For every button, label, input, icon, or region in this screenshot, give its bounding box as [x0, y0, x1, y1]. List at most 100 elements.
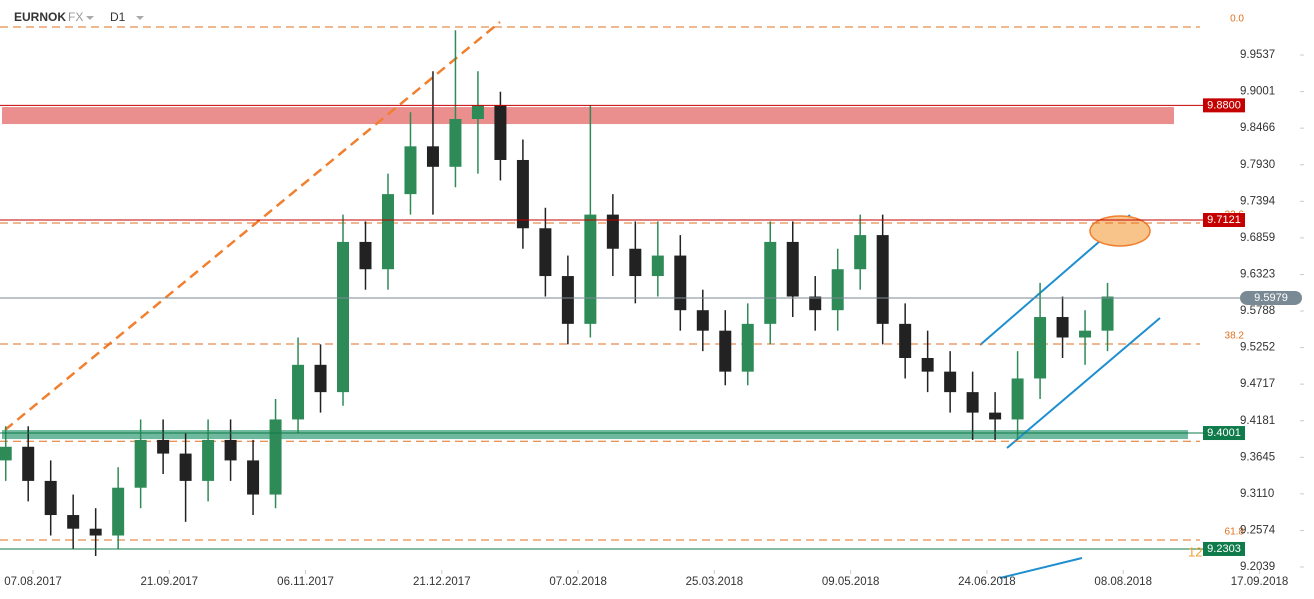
candle-body [831, 269, 844, 311]
candle-body [404, 146, 417, 195]
candle-body [1079, 330, 1092, 338]
y-tick-label: 9.4717 [1240, 378, 1275, 390]
candle-body [516, 159, 529, 229]
candle-body [494, 105, 507, 160]
candle-body [22, 446, 35, 481]
x-tick-label: 25.03.2018 [686, 576, 744, 588]
y-tick-label: 9.7930 [1240, 159, 1275, 171]
price-tag [1203, 212, 1245, 227]
x-tick-label: 06.11.2017 [277, 576, 334, 588]
candle-body [921, 357, 934, 372]
candle-body [449, 119, 462, 167]
candle-body [809, 296, 822, 311]
target-ellipse [1089, 215, 1151, 247]
symbol: EURNOK [14, 10, 66, 24]
y-tick-label: 9.9537 [1240, 49, 1275, 61]
market[interactable]: FX [68, 10, 83, 24]
candle-body [1101, 296, 1114, 331]
candle-body [247, 460, 260, 495]
x-tick-label: 08.08.2018 [1094, 576, 1152, 588]
zone [2, 430, 1188, 440]
y-tick-label: 9.9001 [1240, 86, 1275, 98]
price-tag-label: 9.2303 [1207, 543, 1241, 555]
candle-body [899, 323, 912, 358]
blue-line [999, 557, 1083, 579]
candle-body [269, 419, 282, 495]
annotation: 12 [1188, 544, 1202, 559]
fib-label: 0.0 [1230, 14, 1244, 25]
x-tick-label: 21.12.2017 [413, 576, 471, 588]
candle-body [1056, 317, 1069, 338]
y-tick-label: 9.4181 [1240, 415, 1275, 427]
dropdown-icon[interactable] [136, 16, 144, 20]
y-tick-label: 9.2574 [1240, 524, 1276, 536]
price-tag [1240, 290, 1302, 305]
dropdown-icon[interactable] [86, 16, 94, 20]
candle-body [44, 480, 57, 516]
candle-body [1034, 317, 1047, 379]
trend-line [4, 21, 501, 431]
candle-body [179, 453, 192, 481]
candle-body [337, 241, 350, 393]
candle-body [224, 439, 237, 461]
y-tick-label: 9.3645 [1240, 451, 1275, 463]
candle-body [876, 235, 889, 324]
candle-body [157, 439, 170, 454]
candle-body [89, 528, 102, 536]
fib-label: 61.8 [1225, 527, 1245, 538]
candle-body [651, 255, 664, 277]
candle-body [786, 241, 799, 297]
price-tag [1203, 426, 1245, 441]
candle-body [584, 214, 597, 324]
x-tick-label: 17.09.2018 [1231, 576, 1289, 588]
fib-label: 38.2 [1225, 331, 1245, 342]
price-tag-label: 9.5979 [1254, 292, 1288, 304]
y-tick-label: 9.5252 [1240, 342, 1275, 354]
y-tick-label: 9.6859 [1240, 232, 1275, 244]
candle-body [606, 214, 619, 249]
candle-body [854, 235, 867, 270]
y-tick-label: 9.3110 [1240, 488, 1274, 500]
x-tick-label: 21.09.2017 [140, 576, 198, 588]
x-tick-label: 09.05.2018 [822, 576, 880, 588]
candle-body [674, 255, 687, 311]
candle-body [426, 146, 439, 167]
x-tick-label: 24.06.2018 [958, 576, 1016, 588]
zone [2, 107, 1174, 125]
price-tag-label: 9.4001 [1207, 427, 1241, 439]
y-tick-label: 9.5788 [1240, 305, 1275, 317]
candle-body [67, 515, 80, 529]
candle-body [314, 364, 327, 393]
candle-body [471, 105, 484, 120]
candle-body [134, 439, 147, 488]
price-tag-label: 9.7121 [1207, 214, 1241, 226]
x-tick-label: 07.08.2017 [4, 576, 62, 588]
candle-body [1011, 378, 1024, 420]
candle-body [0, 446, 12, 461]
interval[interactable]: D1 [110, 10, 126, 24]
y-tick-label: 9.7394 [1240, 195, 1276, 207]
y-tick-label: 9.8466 [1240, 122, 1275, 134]
price-tag-label: 9.8800 [1207, 99, 1241, 111]
candle-body [696, 310, 709, 331]
candle-body [944, 371, 957, 393]
candle-body [539, 228, 552, 277]
candle-body [966, 392, 979, 413]
candle-body [561, 276, 574, 324]
candle-body [112, 487, 125, 536]
candle-body [989, 412, 1002, 420]
y-tick-label: 9.2039 [1240, 561, 1275, 573]
y-tick-label: 9.6323 [1240, 269, 1275, 281]
candle-body [719, 330, 732, 372]
candle-body [359, 241, 372, 270]
channel-lower [1006, 317, 1161, 449]
candle-body [292, 364, 305, 420]
candle-body [381, 194, 394, 270]
candle-body [764, 241, 777, 324]
price-tag [1203, 98, 1245, 113]
candle-body [629, 248, 642, 277]
x-tick-label: 07.02.2018 [549, 576, 607, 588]
candle-body [741, 323, 754, 372]
